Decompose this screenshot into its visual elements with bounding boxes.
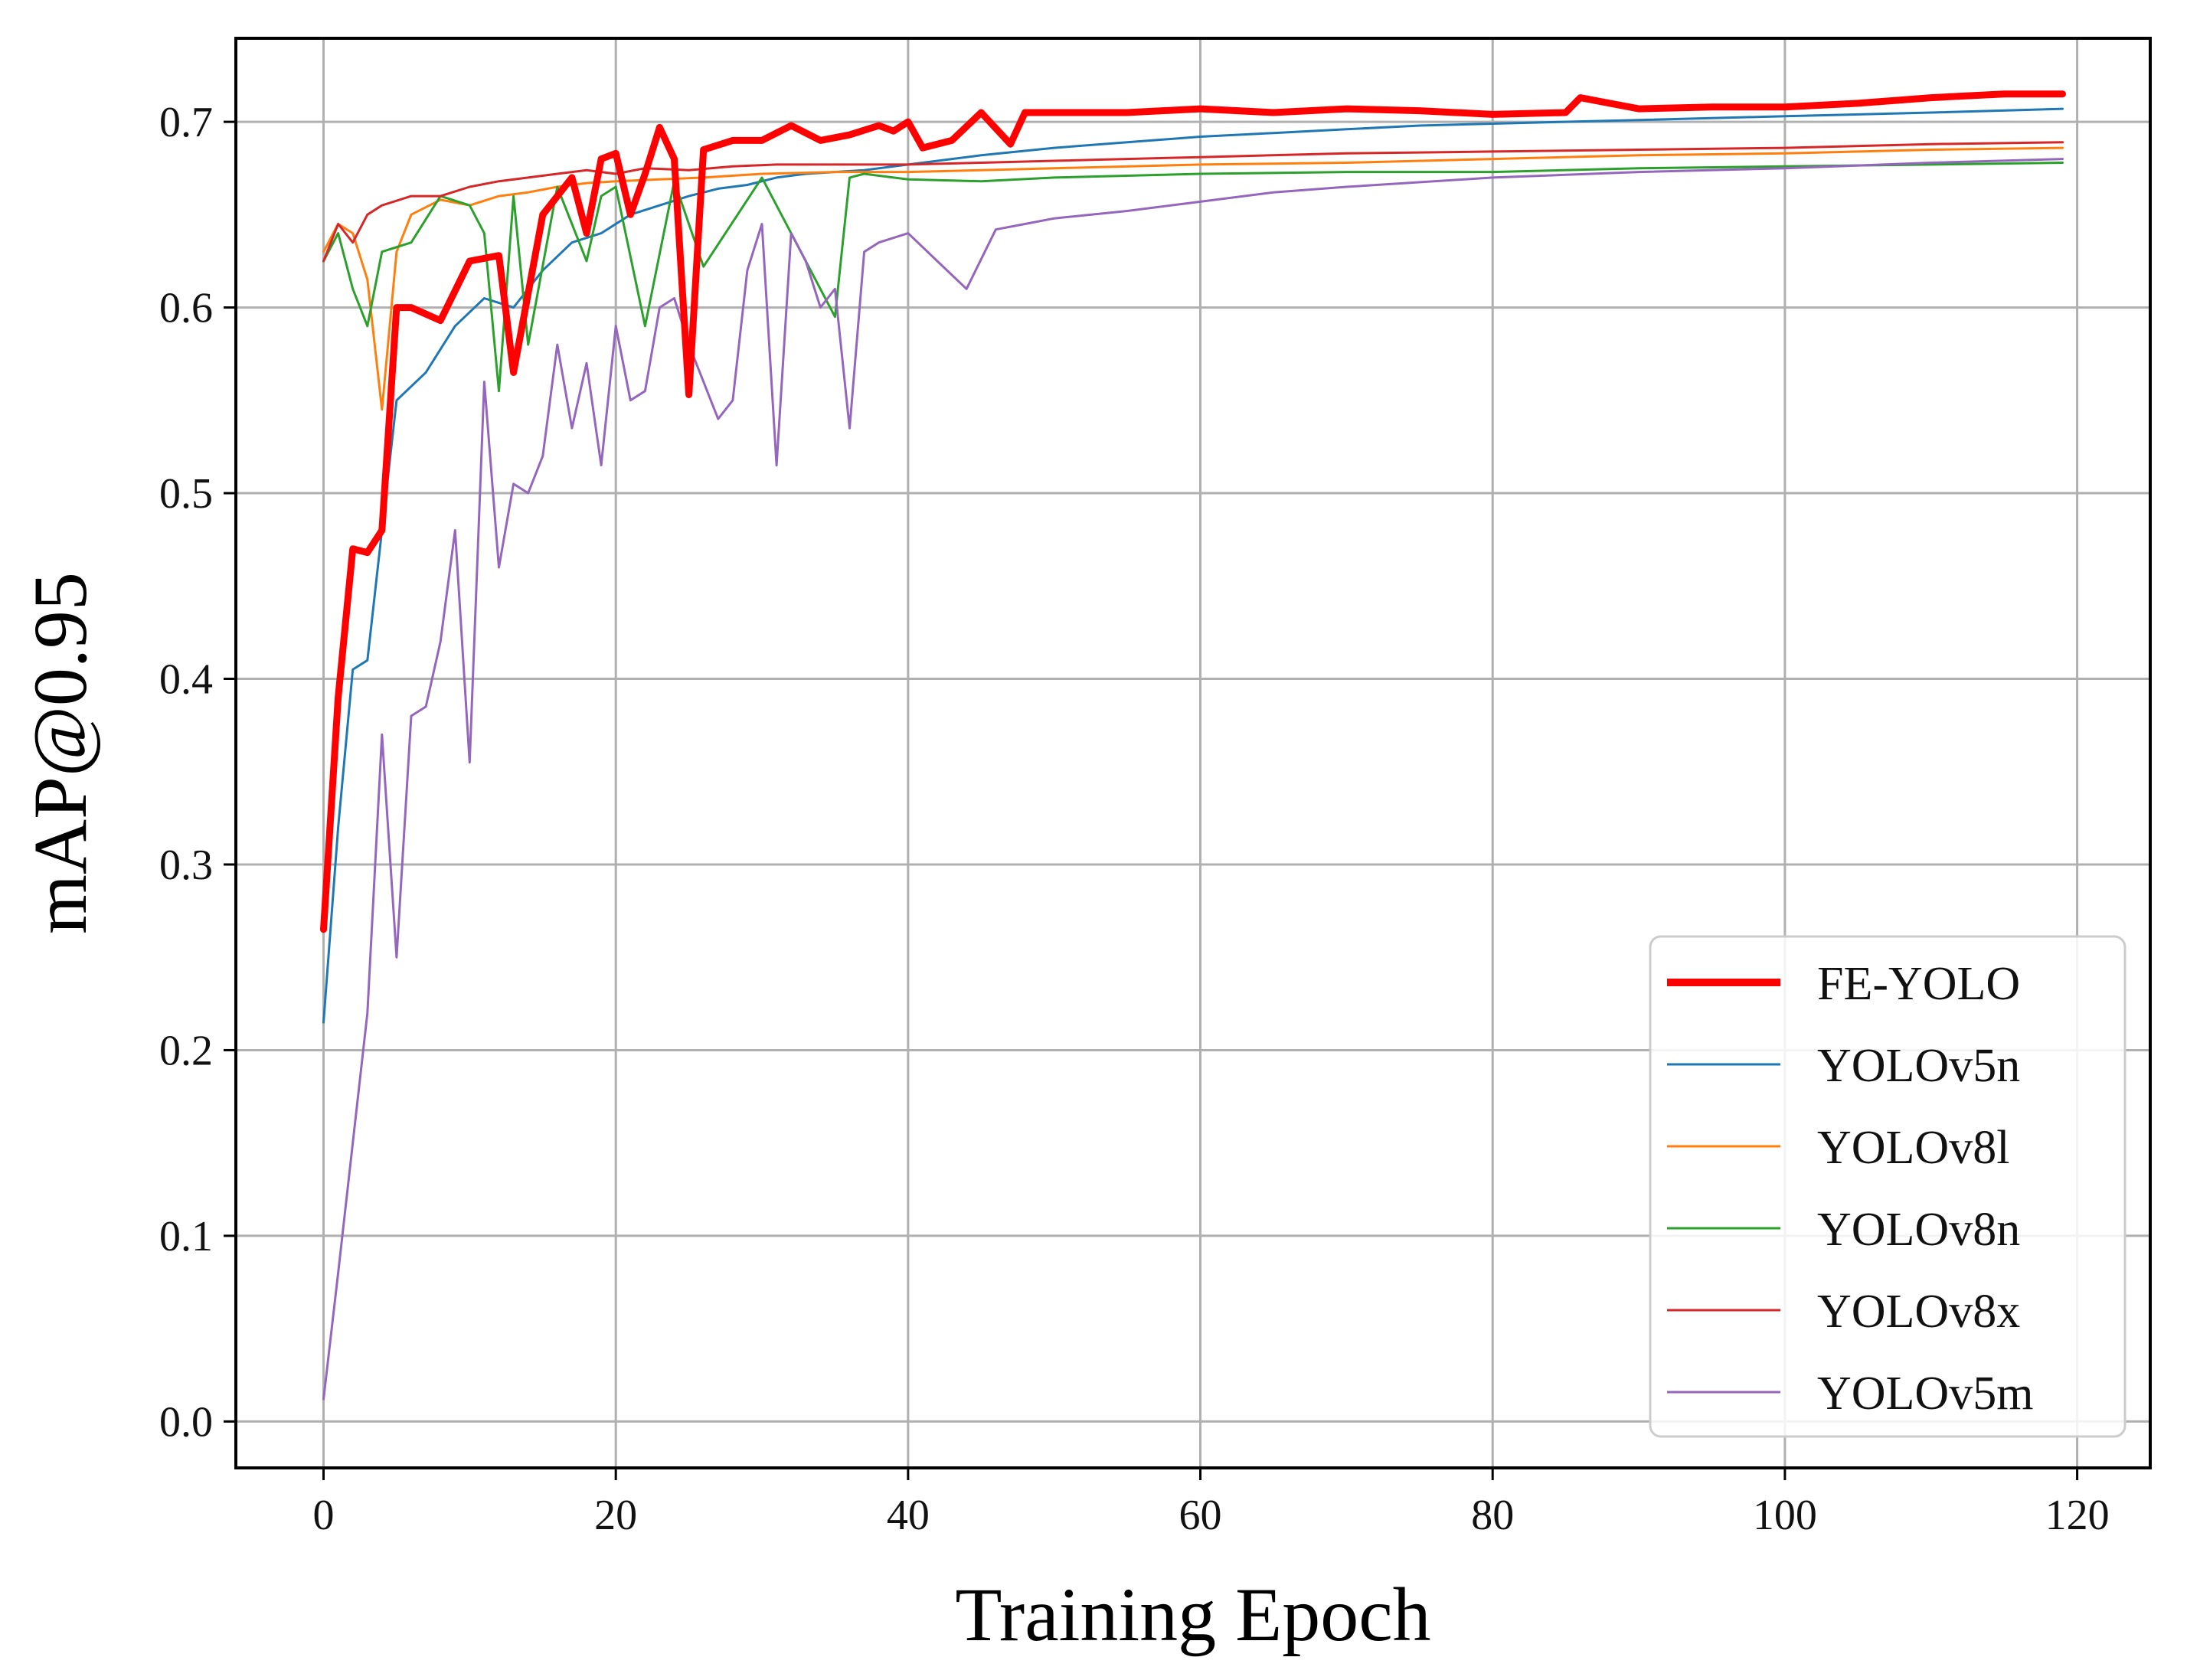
series-line-yolov5n	[322, 107, 2064, 1024]
x-tick-label: 20	[594, 1492, 637, 1539]
legend-label-fe-yolo: FE-YOLO	[1817, 958, 2020, 1010]
x-tick-label: 100	[1753, 1492, 1817, 1539]
y-tick-label: 0.6	[159, 285, 213, 332]
y-tick-label: 0.3	[159, 842, 213, 889]
y-tick-label: 0.2	[159, 1027, 213, 1074]
series-line-yolov8l	[322, 146, 2064, 411]
series-line-yolov8x	[322, 141, 2064, 263]
plot-frame	[234, 37, 2152, 1469]
x-tick-label: 60	[1179, 1492, 1222, 1539]
legend: FE-YOLO YOLOv5n YOLOv8l YOLOv8n YOLOv8x YOLOv…	[1649, 935, 2127, 1438]
axis-ticks	[224, 120, 2079, 1480]
legend-box	[1649, 935, 2127, 1438]
y-tick-label: 0.7	[159, 99, 213, 146]
x-tick-label: 120	[2045, 1492, 2110, 1539]
x-tick-label: 80	[1471, 1492, 1514, 1539]
series-line-fe-yolo	[320, 90, 2066, 933]
y-tick-label: 0.5	[159, 470, 213, 518]
legend-label-yolov8x: YOLOv8x	[1817, 1286, 2020, 1338]
y-tick-label: 0.0	[159, 1398, 213, 1446]
series-line-yolov5m	[322, 158, 2064, 1401]
x-tick-label: 40	[887, 1492, 930, 1539]
y-tick-labels: 0.0 0.1 0.2 0.3 0.4 0.5 0.6 0.7	[159, 99, 213, 1446]
y-tick-label: 0.4	[159, 656, 213, 704]
legend-label-yolov8n: YOLOv8n	[1817, 1204, 2020, 1256]
x-tick-label: 0	[313, 1492, 335, 1539]
legend-label-yolov5m: YOLOv5m	[1817, 1368, 2033, 1420]
legend-label-yolov8l: YOLOv8l	[1817, 1122, 2009, 1174]
series-lines	[320, 90, 2066, 1401]
x-axis-title: Training Epoch	[955, 1572, 1430, 1657]
legend-label-yolov5n: YOLOv5n	[1817, 1040, 2020, 1092]
y-axis-title: mAP@0.95	[18, 572, 103, 934]
y-tick-label: 0.1	[159, 1213, 213, 1260]
series-line-yolov8n	[322, 162, 2064, 393]
x-tick-labels: 0 20 40 60 80 100 120	[313, 1492, 2110, 1539]
